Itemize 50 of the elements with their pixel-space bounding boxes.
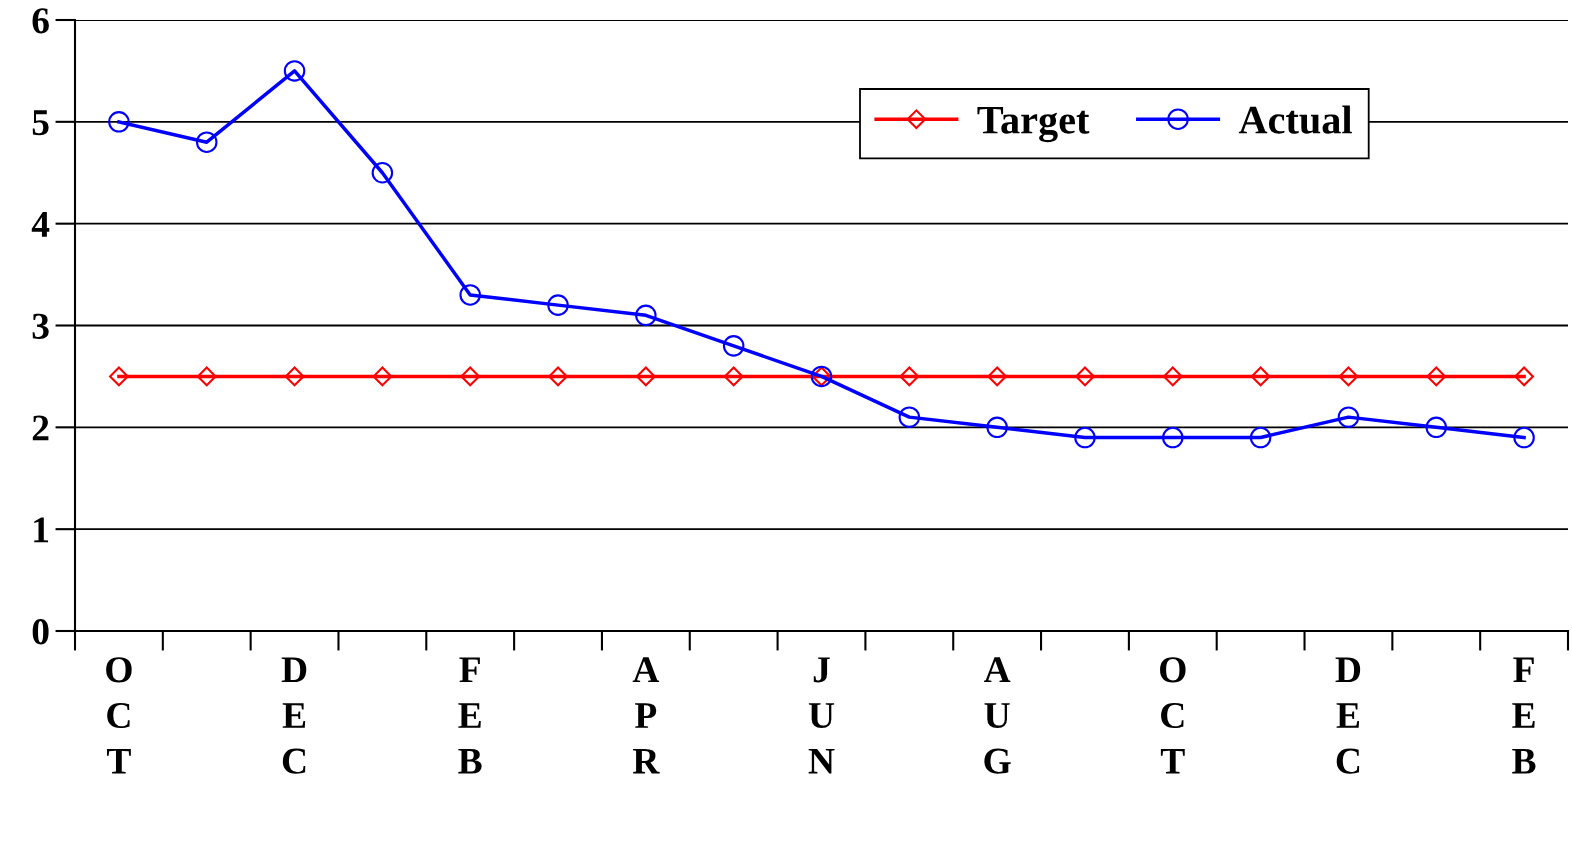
point xyxy=(1426,366,1447,387)
point xyxy=(723,366,744,387)
y-tick-label: 0 xyxy=(32,619,49,645)
point xyxy=(898,406,921,428)
point xyxy=(899,366,920,387)
legend-label: Actual xyxy=(1238,105,1352,134)
y-tick-label: 5 xyxy=(32,110,49,136)
point xyxy=(635,366,656,387)
point xyxy=(1250,366,1271,387)
x-tick-label: F E B xyxy=(1512,657,1536,774)
point xyxy=(722,335,745,357)
point xyxy=(1338,366,1359,387)
point xyxy=(459,284,481,306)
point xyxy=(1514,366,1534,387)
y-tick-label: 1 xyxy=(34,517,49,543)
y-tick-label: 3 xyxy=(32,313,49,339)
point xyxy=(371,161,394,184)
point xyxy=(1075,366,1095,387)
point xyxy=(548,366,568,387)
point xyxy=(1425,416,1448,439)
x-tick-label: D E C xyxy=(281,657,307,774)
point xyxy=(1249,426,1272,449)
point xyxy=(460,366,481,387)
point xyxy=(1074,426,1096,449)
point xyxy=(1513,426,1535,449)
x-tick-label: A U G xyxy=(983,657,1011,774)
point xyxy=(986,416,1008,439)
point xyxy=(987,366,1008,387)
x-tick-label: F E B xyxy=(458,657,482,774)
point xyxy=(547,294,569,316)
point xyxy=(1162,426,1184,449)
point xyxy=(372,366,393,387)
y-tick-label: 4 xyxy=(31,211,50,237)
point xyxy=(635,304,657,327)
point xyxy=(283,60,306,82)
point xyxy=(1162,366,1183,387)
x-tick-label: D E C xyxy=(1335,657,1361,774)
point xyxy=(109,366,129,387)
point xyxy=(108,111,130,133)
point xyxy=(284,366,305,387)
x-tick-label: O C T xyxy=(106,657,132,774)
point xyxy=(196,366,217,387)
x-tick-label: O C T xyxy=(1160,657,1186,774)
y-tick-label: 2 xyxy=(32,415,49,441)
point xyxy=(1337,406,1360,428)
x-tick-label: J U N xyxy=(808,657,835,774)
legend-label: Target xyxy=(977,106,1090,143)
point xyxy=(195,131,218,153)
x-tick-label: A P R xyxy=(632,657,660,774)
y-tick-label: 6 xyxy=(32,8,49,34)
